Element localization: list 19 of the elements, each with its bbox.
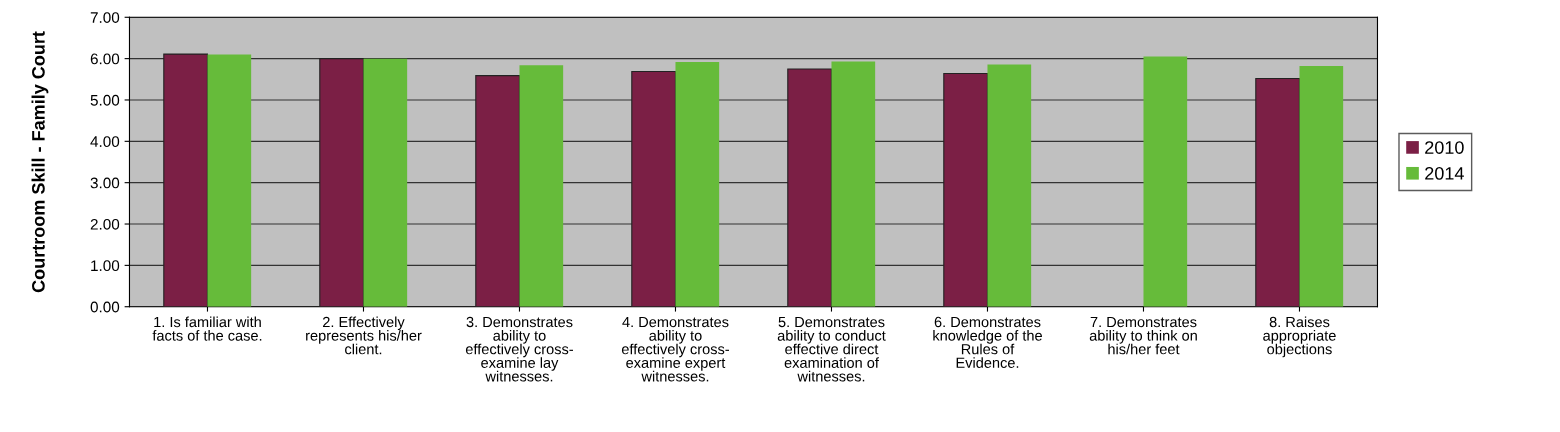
x-tick-label: 5. Demonstrates ability to conduct effective direct examination of witnesses. — [777, 316, 886, 382]
x-tick-label: 2. Effectively represents his/her client. — [306, 316, 422, 355]
legend-label: 2010 — [1425, 141, 1464, 154]
x-tick-label: 7. Demonstrates ability to think on his/her feet — [1089, 316, 1197, 355]
legend-label: 2014 — [1425, 166, 1464, 180]
y-tick-label: 4.00 — [90, 136, 120, 148]
y-axis-title: Courtroom Skill - Family Court — [31, 31, 49, 293]
y-tick-label: 6.00 — [90, 53, 120, 65]
x-tick-label: 8. Raises appropriate objections — [1263, 316, 1336, 358]
x-tick-label: 1. Is familiar with facts of the case. — [152, 316, 262, 341]
x-tick-label: 6. Demonstrates knowledge of the Rules of Evidence. — [933, 316, 1042, 368]
y-tick-label: 2.00 — [90, 218, 120, 230]
x-tick-label: 3. Demonstrates ability to effectively cross- examine lay witnesses. — [465, 316, 573, 382]
x-tick-label: 4. Demonstrates ability to effectively cross- examine expert witnesses. — [621, 316, 729, 382]
y-tick-label: 5.00 — [90, 94, 120, 106]
y-tick-label: 0.00 — [90, 301, 120, 313]
y-tick-label: 7.00 — [90, 12, 120, 23]
y-tick-label: 3.00 — [90, 177, 120, 189]
y-tick-label: 1.00 — [91, 260, 120, 272]
